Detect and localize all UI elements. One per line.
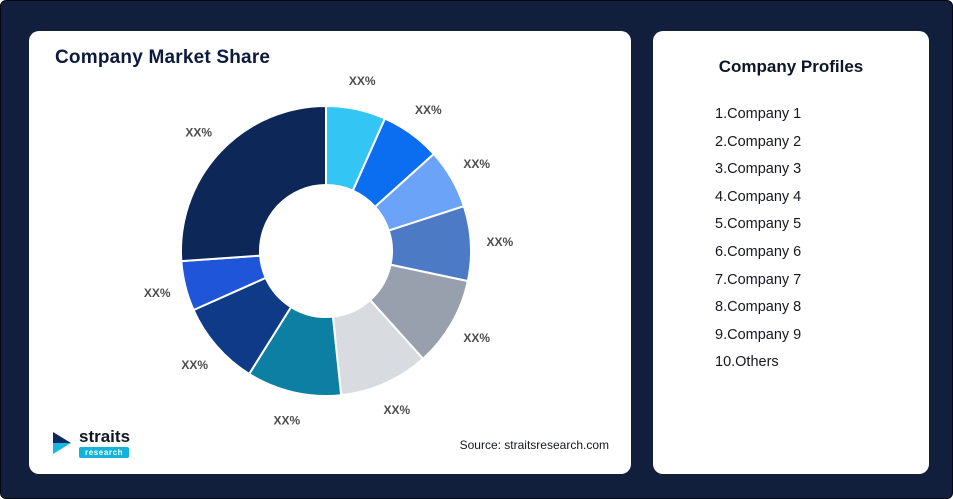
straits-research-logo: straits research [51,428,130,458]
source-text: Source: straitsresearch.com [459,438,609,452]
profile-item-9: 9.Company 9 [715,326,802,343]
profile-item-5: 5.Company 5 [715,216,802,233]
profile-item-7: 7.Company 7 [715,271,802,288]
company-profiles-card: Company Profiles 1.Company 1 2.Company 2 3… [653,31,929,474]
slice-label-4: XX% [486,235,513,249]
market-share-donut-chart: XX% XX% XX% XX% XX% XX% XX% XX% XX% XX% [144,74,514,428]
profile-item-2: 2.Company 2 [715,133,802,150]
profile-item-1: 1.Company 1 [715,106,802,122]
profile-item-3: 3.Company 3 [715,161,802,178]
profile-item-6: 6.Company 6 [715,243,802,260]
logo-sub-badge: research [79,447,130,458]
slice-label-8: XX% [181,358,208,372]
donut-slice-10 [179,105,327,263]
straits-logo-icon [53,432,71,454]
market-share-card: Company Market Share XX% XX% XX% XX% XX% XX% X… [29,31,631,474]
slice-label-9: XX% [144,286,171,300]
slice-label-2: XX% [415,103,442,117]
logo-brand: straits [79,427,131,446]
profile-item-4: 4.Company 4 [715,188,802,205]
profile-item-8: 8.Company 8 [715,299,802,316]
slice-label-10: XX% [185,125,212,139]
chart-title: Company Market Share [55,47,271,68]
profiles-title: Company Profiles [718,57,864,76]
slice-label-7: XX% [274,414,301,428]
profile-item-10: 10.Others [715,354,779,371]
slice-label-3: XX% [463,157,490,171]
slice-label-6: XX% [383,403,410,417]
slice-label-5: XX% [463,331,490,345]
logo-text: straits research [79,428,130,458]
company-profiles-list: 1.Company 1 2.Company 2 3.Company 3 4.Compa… [715,101,919,377]
slice-label-1: XX% [349,74,376,88]
